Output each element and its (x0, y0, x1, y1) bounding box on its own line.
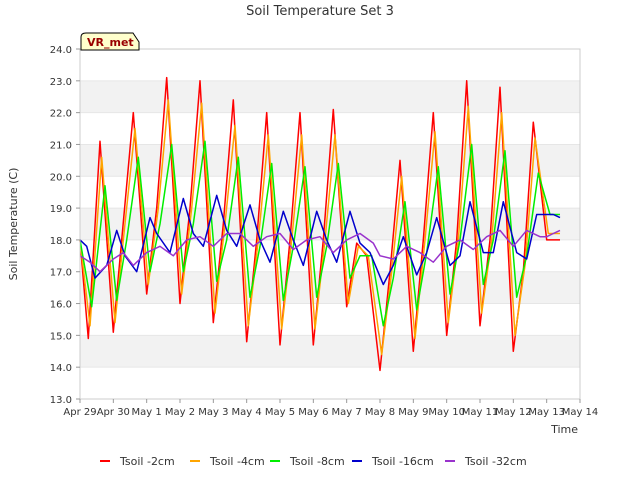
legend: Tsoil -2cm Tsoil -4cm Tsoil -8cm Tsoil -16c… (100, 455, 527, 468)
x-axis-ticks: Apr 29 Apr 30 May 1 May 2 May 3 May 4 May 5 May… (63, 399, 598, 418)
legend-item: Tsoil -8cm (270, 455, 345, 468)
y-tick-label: 17.0 (50, 268, 72, 279)
x-tick-label: May 4 (232, 407, 262, 418)
legend-label: Tsoil -16cm (371, 455, 434, 468)
x-tick-label: May 10 (428, 407, 465, 418)
y-tick-label: 23.0 (50, 77, 72, 88)
legend-label: Tsoil -2cm (119, 455, 175, 468)
x-tick-label: Apr 30 (97, 407, 130, 418)
legend-item: Tsoil -2cm (100, 455, 175, 468)
x-tick-label: May 14 (562, 407, 599, 418)
site-label: VR_met (87, 36, 134, 49)
y-tick-label: 20.0 (50, 172, 72, 183)
y-axis-ticks: 13.0 14.0 15.0 16.0 17.0 18.0 19.0 20.0 21.0 22.0… (50, 45, 80, 406)
series-lines (79, 76, 561, 372)
y-tick-label: 19.0 (50, 204, 72, 215)
legend-item: Tsoil -4cm (190, 455, 265, 468)
legend-label: Tsoil -4cm (209, 455, 265, 468)
y-tick-label: 13.0 (50, 395, 72, 406)
x-axis-label: Time (550, 423, 578, 436)
chart-title: Soil Temperature Set 3 (246, 4, 394, 19)
grid-band (80, 271, 580, 304)
y-tick-label: 15.0 (50, 331, 72, 342)
x-tick-label: May 1 (132, 407, 162, 418)
series-line-Tsoil--8cm (79, 140, 560, 327)
y-tick-label: 22.0 (50, 109, 72, 120)
x-tick-label: May 6 (298, 407, 328, 418)
x-tick-label: May 3 (198, 407, 228, 418)
y-tick-label: 14.0 (50, 363, 72, 374)
y-tick-label: 16.0 (50, 300, 72, 311)
x-tick-label: May 13 (528, 407, 565, 418)
site-label-box: VR_met (80, 32, 140, 51)
series-line-Tsoil--32cm (79, 229, 561, 273)
x-tick-label: May 11 (462, 407, 499, 418)
y-tick-label: 18.0 (50, 236, 72, 247)
x-tick-label: Apr 29 (63, 407, 96, 418)
grid-bands (80, 80, 580, 400)
grid-band (80, 80, 580, 113)
y-tick-label: 24.0 (50, 45, 72, 56)
legend-item: Tsoil -16cm (352, 455, 434, 468)
legend-item: Tsoil -32cm (445, 455, 527, 468)
x-tick-label: May 8 (365, 407, 395, 418)
y-tick-label: 21.0 (50, 140, 72, 151)
x-tick-label: May 2 (165, 407, 195, 418)
plot-frame (79, 48, 581, 400)
x-tick-label: May 7 (332, 407, 362, 418)
grid-band (80, 335, 580, 368)
y-axis-label: Soil Temperature (C) (7, 168, 20, 281)
series-line-Tsoil--16cm (79, 194, 561, 286)
x-tick-label: May 5 (265, 407, 295, 418)
x-tick-label: May 12 (495, 407, 532, 418)
legend-label: Tsoil -32cm (464, 455, 527, 468)
x-tick-label: May 9 (398, 407, 428, 418)
legend-label: Tsoil -8cm (289, 455, 345, 468)
